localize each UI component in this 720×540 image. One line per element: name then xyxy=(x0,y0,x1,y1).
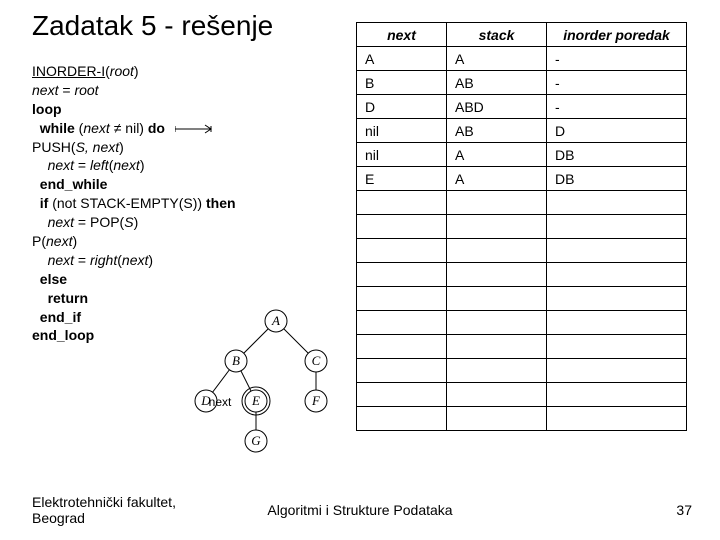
table-cell: E xyxy=(357,167,447,191)
table-cell: B xyxy=(357,71,447,95)
table-cell xyxy=(357,239,447,263)
table-cell: ABD xyxy=(447,95,547,119)
code-line: end_while xyxy=(32,175,236,194)
table-row: EADB xyxy=(357,167,687,191)
table-cell xyxy=(547,407,687,431)
table-cell xyxy=(447,191,547,215)
table-row: DABD- xyxy=(357,95,687,119)
code-line: loop xyxy=(32,100,236,119)
table-cell: nil xyxy=(357,119,447,143)
code-line: next = root xyxy=(32,81,236,100)
table-cell xyxy=(447,239,547,263)
table-cell: AB xyxy=(447,71,547,95)
table-cell xyxy=(547,239,687,263)
table-cell xyxy=(547,383,687,407)
table-cell: A xyxy=(357,47,447,71)
table-cell xyxy=(547,335,687,359)
table-row xyxy=(357,191,687,215)
table-row: nilADB xyxy=(357,143,687,167)
table-cell xyxy=(357,359,447,383)
table-cell xyxy=(447,335,547,359)
table-cell: A xyxy=(447,143,547,167)
code-line: next = POP(S) xyxy=(32,213,236,232)
table-cell xyxy=(447,263,547,287)
col-next: next xyxy=(357,23,447,47)
footer-center: Algoritmi i Strukture Podataka xyxy=(0,502,720,518)
svg-text:next: next xyxy=(209,395,232,409)
code-line: next = left(next) xyxy=(32,156,236,175)
table-cell xyxy=(447,215,547,239)
code-line: P(next) xyxy=(32,232,236,251)
trace-table: next stack inorder poredak AA-BAB-DABD-n… xyxy=(356,22,687,431)
table-cell: - xyxy=(547,95,687,119)
table-row: nilABD xyxy=(357,119,687,143)
col-inorder: inorder poredak xyxy=(547,23,687,47)
table-cell xyxy=(447,287,547,311)
table-row xyxy=(357,311,687,335)
table-header-row: next stack inorder poredak xyxy=(357,23,687,47)
table-row: AA- xyxy=(357,47,687,71)
page-number: 37 xyxy=(676,502,692,518)
table-row xyxy=(357,239,687,263)
table-row xyxy=(357,359,687,383)
code-line: else xyxy=(32,270,236,289)
table-row: BAB- xyxy=(357,71,687,95)
svg-text:E: E xyxy=(251,393,260,408)
code-line: next = right(next) xyxy=(32,251,236,270)
svg-text:A: A xyxy=(271,313,280,328)
table-cell xyxy=(357,311,447,335)
table-cell: - xyxy=(547,71,687,95)
svg-text:C: C xyxy=(312,353,321,368)
svg-text:G: G xyxy=(251,433,261,448)
table-cell xyxy=(357,263,447,287)
table-cell xyxy=(357,287,447,311)
table-row xyxy=(357,215,687,239)
code-line: if (not STACK-EMPTY(S)) then xyxy=(32,194,236,213)
table-row xyxy=(357,335,687,359)
table-cell xyxy=(547,263,687,287)
table-row xyxy=(357,287,687,311)
tree-diagram: ABCDEFGnext xyxy=(186,288,366,478)
table-cell xyxy=(357,335,447,359)
table-cell xyxy=(547,191,687,215)
table-cell: AB xyxy=(447,119,547,143)
table-cell: DB xyxy=(547,167,687,191)
code-line: PUSH(S, next) xyxy=(32,138,236,157)
table-cell xyxy=(547,215,687,239)
table-cell: A xyxy=(447,167,547,191)
svg-text:F: F xyxy=(311,393,321,408)
table-cell: A xyxy=(447,47,547,71)
table-cell xyxy=(357,215,447,239)
table-cell: D xyxy=(357,95,447,119)
table-row xyxy=(357,263,687,287)
arrow-icon xyxy=(175,124,215,134)
table-row xyxy=(357,383,687,407)
table-cell: nil xyxy=(357,143,447,167)
table-cell xyxy=(447,407,547,431)
table-row xyxy=(357,407,687,431)
code-line: INORDER-I(root) xyxy=(32,62,236,81)
table-cell: D xyxy=(547,119,687,143)
table-cell xyxy=(357,191,447,215)
col-stack: stack xyxy=(447,23,547,47)
table-cell: DB xyxy=(547,143,687,167)
table-cell xyxy=(547,311,687,335)
table-cell xyxy=(447,311,547,335)
table-cell xyxy=(357,383,447,407)
table-cell xyxy=(547,287,687,311)
page-title: Zadatak 5 - rešenje xyxy=(32,10,273,42)
table-cell xyxy=(357,407,447,431)
table-cell xyxy=(447,359,547,383)
svg-text:B: B xyxy=(232,353,240,368)
table-cell: - xyxy=(547,47,687,71)
table-cell xyxy=(447,383,547,407)
table-cell xyxy=(547,359,687,383)
code-line: while (next ≠ nil) do xyxy=(32,119,236,138)
